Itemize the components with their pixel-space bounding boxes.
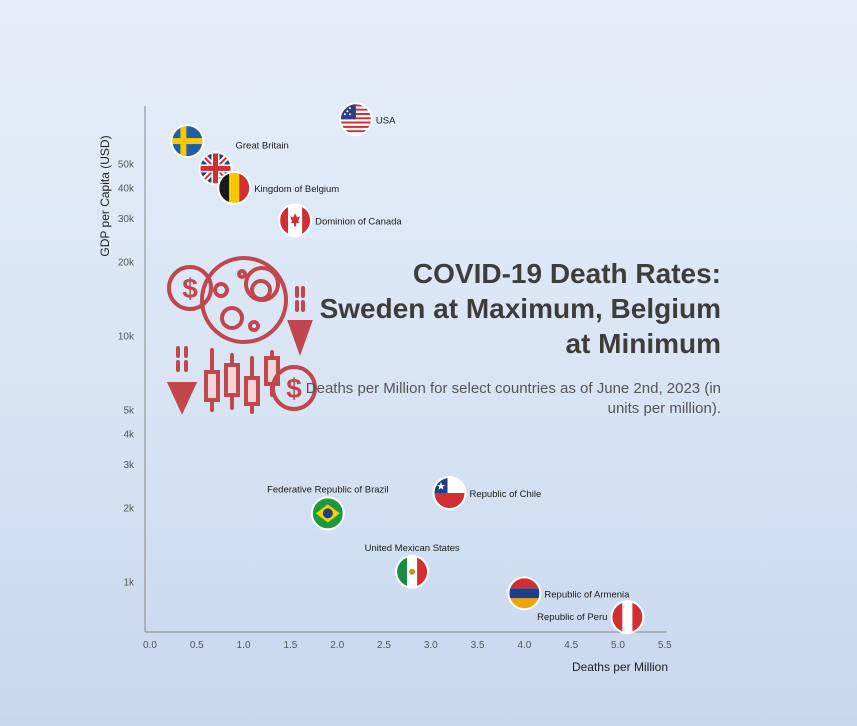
belgium-flag-icon: [219, 172, 250, 203]
x-tick-label: 1.0: [237, 640, 251, 651]
y-tick-label: 30k: [118, 214, 135, 225]
svg-text:$: $: [182, 273, 198, 304]
usa-flag-icon: [340, 104, 371, 135]
point-label: Kingdom of Belgium: [254, 184, 339, 195]
y-tick-label: 4k: [123, 429, 135, 440]
point-usa: USA: [338, 102, 396, 137]
point-peru: Republic of Peru: [537, 600, 645, 635]
point-label: Great Britain: [236, 140, 289, 151]
x-tick-label: 5.5: [658, 640, 672, 651]
y-tick-label: 20k: [118, 257, 135, 268]
x-tick-label: 4.5: [564, 640, 578, 651]
point-label: Dominion of Canada: [315, 216, 402, 227]
point-mexico: United Mexican States: [365, 543, 460, 589]
y-tick-label: 50k: [118, 160, 135, 171]
x-tick-labels: 0.0 0.5 1.0 1.5 2.0 2.5 3.0 3.5 4.0 4.5 5.0 5.5: [143, 640, 672, 651]
y-tick-label: 5k: [123, 406, 135, 417]
brazil-flag-icon: [312, 498, 343, 529]
x-tick-label: 0.0: [143, 640, 157, 651]
x-tick-label: 2.0: [330, 640, 344, 651]
title-block: COVID-19 Death Rates: Sweden at Maximum,…: [301, 256, 721, 419]
canada-flag-icon: [280, 205, 311, 236]
point-armenia: Republic of Armenia: [507, 576, 630, 611]
svg-text:$: $: [286, 373, 302, 404]
x-tick-label: 4.0: [517, 640, 531, 651]
y-tick-label: 3k: [123, 460, 135, 471]
point-label: Republic of Chile: [470, 489, 542, 500]
point-label: United Mexican States: [365, 543, 460, 554]
y-tick-label: 1k: [123, 578, 135, 589]
point-label: Republic of Armenia: [544, 589, 630, 600]
x-axis-title: Deaths per Million: [572, 660, 668, 674]
point-canada: Dominion of Canada: [278, 203, 402, 238]
data-points: USA Great Britain Kingdom of Belgium Domini…: [170, 102, 645, 635]
y-tick-label: 2k: [123, 503, 135, 514]
y-tick-labels: 1k 2k 3k 4k 5k 10k 20k 30k 40k 50k: [118, 160, 135, 589]
point-chile: Republic of Chile: [432, 476, 542, 510]
mexico-flag-icon: [397, 556, 428, 587]
x-tick-label: 1.5: [283, 640, 297, 651]
armenia-flag-icon: [509, 578, 540, 609]
x-tick-label: 5.0: [611, 640, 625, 651]
peru-flag-icon: [612, 602, 643, 633]
chile-flag-icon: [434, 478, 465, 508]
point-brazil: Federative Republic of Brazil: [267, 484, 389, 531]
chart-subtitle: Deaths per Million for select countries …: [305, 380, 721, 417]
point-label: USA: [376, 115, 396, 126]
y-axis-title: GDP per Capita (USD): [98, 135, 112, 256]
x-tick-label: 2.5: [377, 640, 391, 651]
y-tick-label: 40k: [118, 183, 135, 194]
x-tick-label: 3.0: [424, 640, 438, 651]
point-belgium: Kingdom of Belgium: [217, 170, 339, 205]
y-tick-label: 10k: [118, 332, 135, 343]
point-label: Republic of Peru: [537, 612, 607, 623]
sweden-flag-icon: [172, 126, 203, 157]
point-sweden: [170, 124, 205, 159]
x-tick-label: 0.5: [190, 640, 204, 651]
x-tick-label: 3.5: [471, 640, 485, 651]
chart-title: COVID-19 Death Rates: Sweden at Maximum,…: [319, 258, 721, 359]
point-label: Federative Republic of Brazil: [267, 484, 388, 495]
covid-economic-decline-icon: $: [166, 256, 317, 415]
